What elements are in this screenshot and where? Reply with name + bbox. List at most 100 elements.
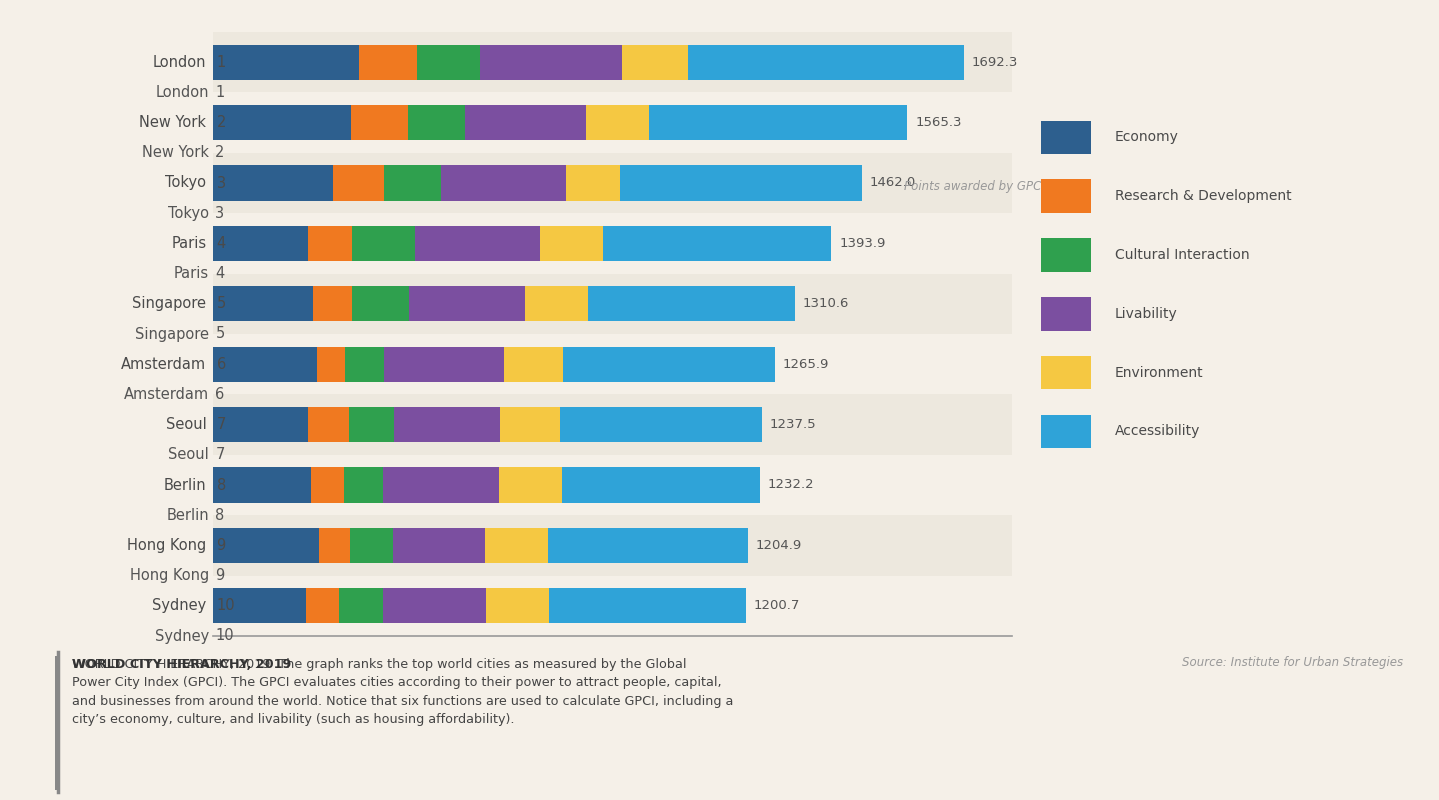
Bar (213, 407, 308, 442)
Bar (213, 576, 1012, 636)
Bar (213, 166, 332, 201)
Text: 5: 5 (216, 296, 226, 311)
Bar (353, 286, 409, 322)
Bar (589, 286, 794, 322)
Bar (499, 467, 563, 502)
Text: Cultural Interaction: Cultural Interaction (1115, 248, 1249, 262)
Bar (384, 166, 440, 201)
Text: Berlin: Berlin (164, 478, 206, 493)
Text: Singapore: Singapore (135, 326, 209, 342)
Bar (440, 166, 566, 201)
Bar (213, 528, 319, 563)
Text: Environment: Environment (1115, 366, 1203, 380)
Bar (548, 528, 748, 563)
Text: Amsterdam: Amsterdam (121, 357, 206, 372)
Bar (213, 213, 1012, 274)
Bar (563, 346, 774, 382)
Bar (409, 286, 525, 322)
Text: 1462.0: 1462.0 (869, 177, 915, 190)
Bar (213, 32, 1012, 92)
Text: 4: 4 (216, 266, 224, 281)
Bar (307, 588, 340, 623)
Bar (344, 467, 383, 502)
FancyBboxPatch shape (1040, 297, 1092, 330)
Text: 4: 4 (216, 236, 226, 251)
Bar (566, 166, 620, 201)
Text: 1310.6: 1310.6 (803, 298, 849, 310)
Bar (394, 407, 499, 442)
FancyBboxPatch shape (1040, 414, 1092, 448)
Bar (485, 528, 548, 563)
Bar (213, 286, 312, 322)
Text: London: London (155, 85, 209, 100)
Text: 3: 3 (216, 175, 226, 190)
Text: Singapore: Singapore (132, 296, 206, 311)
Bar (213, 226, 308, 261)
Bar (213, 274, 1012, 334)
Text: 3: 3 (216, 206, 224, 221)
Bar (393, 528, 485, 563)
Text: New York: New York (142, 146, 209, 160)
Text: 7: 7 (216, 447, 224, 462)
Bar (353, 226, 414, 261)
Text: Sydney: Sydney (153, 598, 206, 614)
Text: 2: 2 (216, 146, 224, 160)
Bar (213, 454, 1012, 515)
Bar (213, 45, 360, 80)
Bar (499, 407, 560, 442)
Text: 2: 2 (216, 115, 226, 130)
Text: Hong Kong: Hong Kong (127, 538, 206, 553)
Text: WORLD CITY HIERARCHY, 2019  The graph ranks the top world cities as measured by : WORLD CITY HIERARCHY, 2019 The graph ran… (72, 658, 734, 726)
Bar (548, 588, 745, 623)
Bar (350, 528, 393, 563)
Bar (465, 105, 586, 140)
Text: 1237.5: 1237.5 (770, 418, 817, 431)
Bar (213, 92, 1012, 153)
Text: 1393.9: 1393.9 (839, 237, 886, 250)
Bar (213, 467, 311, 502)
Bar (317, 346, 345, 382)
Text: 1: 1 (216, 54, 226, 70)
Bar (540, 226, 603, 261)
Bar (414, 226, 540, 261)
Bar (213, 153, 1012, 214)
Bar (360, 45, 417, 80)
Bar (417, 45, 481, 80)
Bar (213, 346, 317, 382)
Text: 1232.2: 1232.2 (767, 478, 814, 491)
Bar (345, 346, 384, 382)
Bar (383, 467, 499, 502)
Bar (384, 346, 505, 382)
Bar (319, 528, 350, 563)
Bar (351, 105, 409, 140)
Bar (620, 166, 862, 201)
Bar (481, 45, 622, 80)
Text: 1565.3: 1565.3 (915, 116, 961, 129)
Text: Amsterdam: Amsterdam (124, 387, 209, 402)
Text: Seoul: Seoul (168, 447, 209, 462)
Bar (486, 588, 548, 623)
Bar (213, 334, 1012, 394)
Text: 9: 9 (216, 568, 224, 583)
Bar (213, 515, 1012, 576)
FancyBboxPatch shape (1040, 179, 1092, 213)
Text: 6: 6 (216, 387, 224, 402)
Text: WORLD CITY HIERARCHY, 2019: WORLD CITY HIERARCHY, 2019 (72, 658, 291, 670)
Bar (409, 105, 465, 140)
Text: 10: 10 (216, 598, 235, 614)
Text: Tokyo: Tokyo (168, 206, 209, 221)
Text: Sydney: Sydney (155, 629, 209, 643)
Text: London: London (153, 54, 206, 70)
Bar (311, 467, 344, 502)
Bar (213, 588, 307, 623)
Text: Hong Kong: Hong Kong (130, 568, 209, 583)
Text: 1692.3: 1692.3 (971, 56, 1019, 69)
Bar (213, 394, 1012, 454)
Bar (563, 467, 760, 502)
Text: 1265.9: 1265.9 (783, 358, 829, 370)
Text: 9: 9 (216, 538, 226, 553)
Text: Accessibility: Accessibility (1115, 425, 1200, 438)
Text: 7: 7 (216, 417, 226, 432)
Text: Berlin: Berlin (167, 508, 209, 522)
Text: 8: 8 (216, 478, 226, 493)
